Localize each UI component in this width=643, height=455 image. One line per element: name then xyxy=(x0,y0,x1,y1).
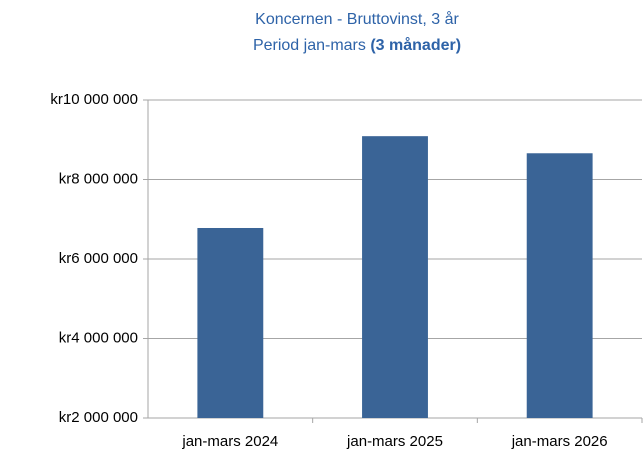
subtitle-part: Period jan-mars xyxy=(253,37,366,54)
x-tick-label: jan-mars 2026 xyxy=(511,433,608,450)
bar xyxy=(197,227,264,418)
y-tick-label: kr8 000 000 xyxy=(59,170,138,187)
chart-subtitle: Period jan-mars (3 månader) xyxy=(253,36,461,54)
y-tick-label: kr2 000 000 xyxy=(59,409,138,426)
bar xyxy=(362,136,428,419)
bar xyxy=(526,153,593,418)
x-tick-label: jan-mars 2025 xyxy=(346,433,443,450)
subtitle-bold: (3 månader) xyxy=(370,36,461,54)
chart-title: Koncernen - Bruttovinst, 3 år xyxy=(255,10,459,28)
x-tick-label: jan-mars 2024 xyxy=(181,433,278,450)
y-tick-label: kr6 000 000 xyxy=(59,250,138,267)
y-tick-label: kr4 000 000 xyxy=(59,329,138,346)
y-tick-label: kr10 000 000 xyxy=(50,91,138,108)
